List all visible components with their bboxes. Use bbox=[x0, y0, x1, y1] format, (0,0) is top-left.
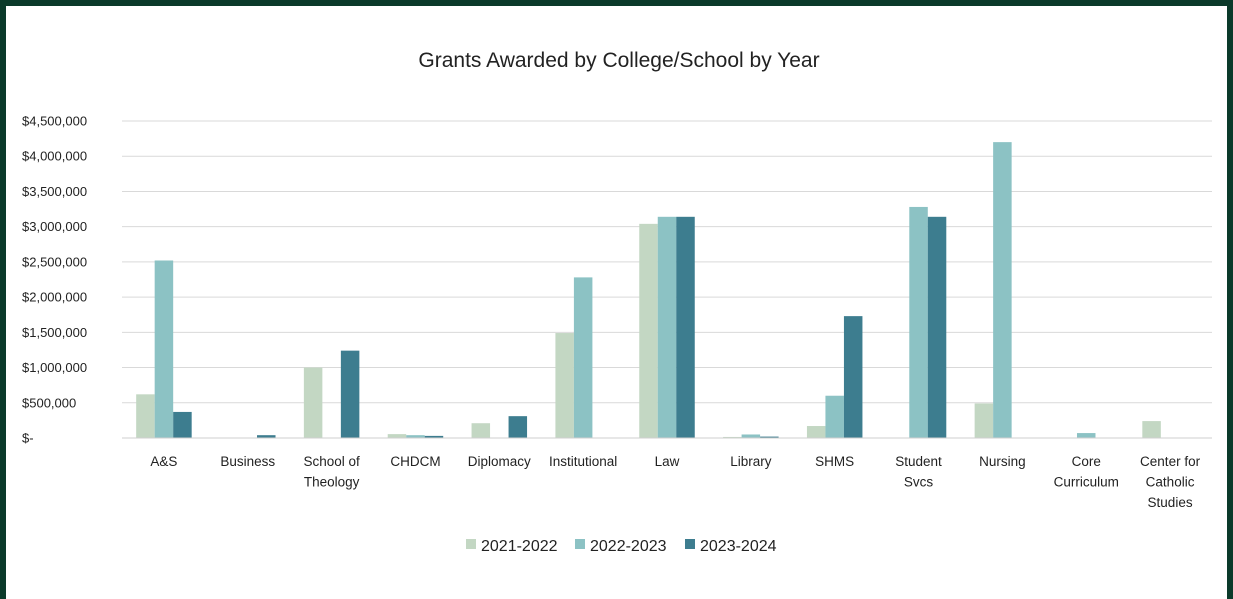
legend-item: 2021-2022 bbox=[466, 538, 558, 555]
bar bbox=[154, 260, 174, 438]
legend-swatch bbox=[685, 539, 695, 549]
x-tick-label: Student Svcs bbox=[895, 454, 942, 490]
x-tick-label-line: Catholic bbox=[1146, 475, 1195, 490]
y-tick-label: $500,000 bbox=[22, 395, 76, 410]
bar bbox=[1142, 421, 1161, 438]
legend-swatch bbox=[575, 539, 585, 549]
x-tick-label-line: Business bbox=[220, 454, 275, 469]
bar bbox=[471, 423, 491, 438]
y-tick-label: $4,000,000 bbox=[22, 149, 87, 164]
x-tick-label-line: Core bbox=[1072, 454, 1101, 469]
x-tick-label: A&S bbox=[150, 454, 177, 469]
x-tick-label: Business bbox=[220, 454, 275, 469]
bar bbox=[340, 350, 360, 438]
bar bbox=[909, 206, 928, 438]
bar bbox=[424, 435, 444, 438]
chart-title: Grants Awarded by College/School by Year bbox=[418, 49, 819, 72]
bar bbox=[806, 426, 826, 438]
bar bbox=[657, 216, 677, 438]
bar bbox=[843, 316, 863, 438]
x-tick-label-line: CHDCM bbox=[390, 454, 440, 469]
bar bbox=[974, 403, 994, 438]
x-tick-label-line: Center for bbox=[1140, 454, 1201, 469]
bar bbox=[741, 434, 761, 438]
legend-label: 2022-2023 bbox=[590, 538, 667, 555]
x-tick-label-line: Institutional bbox=[549, 454, 617, 469]
x-tick-label-line: Library bbox=[730, 454, 772, 469]
x-tick-label-line: Student bbox=[895, 454, 942, 469]
x-tick-label: Diplomacy bbox=[468, 454, 531, 469]
bar bbox=[573, 277, 593, 438]
x-tick-label: Nursing bbox=[979, 454, 1026, 469]
x-tick-label-line: Studies bbox=[1148, 495, 1193, 510]
x-tick-label-line: A&S bbox=[150, 454, 177, 469]
bar bbox=[406, 435, 425, 438]
x-tick-label: CHDCM bbox=[390, 454, 440, 469]
bar bbox=[1076, 433, 1096, 438]
legend-label: 2021-2022 bbox=[481, 538, 558, 555]
x-tick-label-line: Nursing bbox=[979, 454, 1026, 469]
y-tick-label: $3,500,000 bbox=[22, 184, 87, 199]
bar bbox=[676, 216, 695, 438]
bar bbox=[173, 411, 192, 438]
x-tick-label: Institutional bbox=[549, 454, 617, 469]
bar bbox=[723, 436, 742, 438]
legend-item: 2023-2024 bbox=[685, 538, 777, 555]
x-tick-label: Law bbox=[655, 454, 680, 469]
y-tick-label: $1,500,000 bbox=[22, 325, 87, 340]
bar bbox=[639, 223, 658, 438]
bar bbox=[825, 395, 844, 438]
y-tick-label: $- bbox=[22, 431, 34, 446]
x-tick-label-line: Svcs bbox=[904, 475, 934, 490]
x-tick-label-line: Theology bbox=[304, 475, 360, 490]
x-tick-label-line: SHMS bbox=[815, 454, 854, 469]
x-tick-label: School of Theology bbox=[303, 454, 360, 490]
x-tick-label: Center for Catholic Studies bbox=[1140, 454, 1201, 510]
bar bbox=[555, 333, 574, 438]
chart-panel: Grants Awarded by College/School by Year… bbox=[6, 6, 1227, 599]
legend: 2021-2022 2022-2023 2023-2024 bbox=[466, 538, 777, 555]
bar-chart: Grants Awarded by College/School by Year… bbox=[22, 49, 1212, 555]
bar bbox=[136, 394, 155, 438]
bar bbox=[760, 436, 779, 438]
x-tick-label-line: School of bbox=[303, 454, 360, 469]
y-tick-label: $2,500,000 bbox=[22, 254, 87, 269]
x-tick-label-line: Curriculum bbox=[1054, 475, 1119, 490]
bar bbox=[257, 435, 276, 438]
bar bbox=[387, 434, 407, 438]
x-tick-label-line: Diplomacy bbox=[468, 454, 531, 469]
bar bbox=[927, 216, 947, 438]
y-tick-label: $4,500,000 bbox=[22, 114, 87, 129]
bar bbox=[303, 367, 323, 438]
legend-label: 2023-2024 bbox=[700, 538, 777, 555]
bar bbox=[993, 142, 1012, 438]
x-axis-ticks: A&S Business School of Theology CHDCM Diploma… bbox=[150, 454, 1200, 510]
x-tick-label: SHMS bbox=[815, 454, 854, 469]
x-tick-label: Core Curriculum bbox=[1054, 454, 1119, 490]
legend-item: 2022-2023 bbox=[575, 538, 667, 555]
bar bbox=[508, 416, 528, 438]
y-tick-label: $1,000,000 bbox=[22, 360, 87, 375]
y-tick-label: $3,000,000 bbox=[22, 219, 87, 234]
x-tick-label-line: Law bbox=[655, 454, 680, 469]
legend-swatch bbox=[466, 539, 476, 549]
bars bbox=[136, 142, 1161, 438]
y-tick-label: $2,000,000 bbox=[22, 290, 87, 305]
y-axis-ticks: $- $500,000 $1,000,000 $1,500,000 $2,000,000… bbox=[22, 114, 87, 446]
x-tick-label: Library bbox=[730, 454, 772, 469]
